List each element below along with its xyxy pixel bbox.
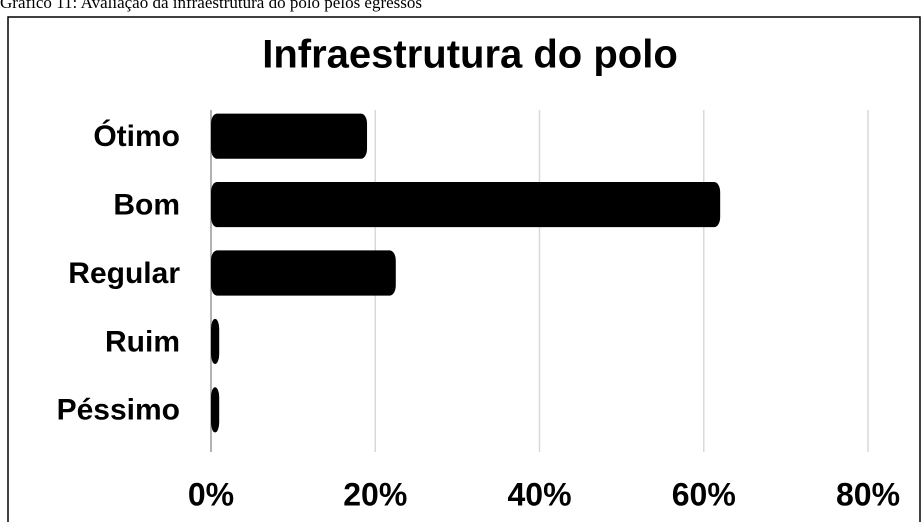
- bar: [211, 182, 721, 228]
- y-tick-label: Bom: [113, 189, 180, 222]
- y-tick-label: Péssimo: [57, 394, 180, 427]
- y-tick-label: Regular: [68, 257, 180, 290]
- bar: [211, 113, 368, 159]
- y-tick-label: Ótimo: [93, 119, 180, 153]
- x-tick-label: 40%: [507, 476, 571, 512]
- bar: [211, 318, 220, 364]
- x-tick-label: 80%: [836, 476, 900, 512]
- x-tick-label: 60%: [672, 476, 736, 512]
- y-tick-label: Ruim: [105, 325, 180, 358]
- chart-frame: [7, 16, 921, 522]
- caption: Gráfico 11: Avaliação da infraestrutura …: [0, 0, 422, 12]
- chart-title: Infraestrutura do polo: [262, 33, 678, 77]
- x-tick-label: 0%: [188, 476, 234, 512]
- x-tick-label: 20%: [343, 476, 407, 512]
- bar: [211, 250, 396, 296]
- bar: [211, 387, 220, 433]
